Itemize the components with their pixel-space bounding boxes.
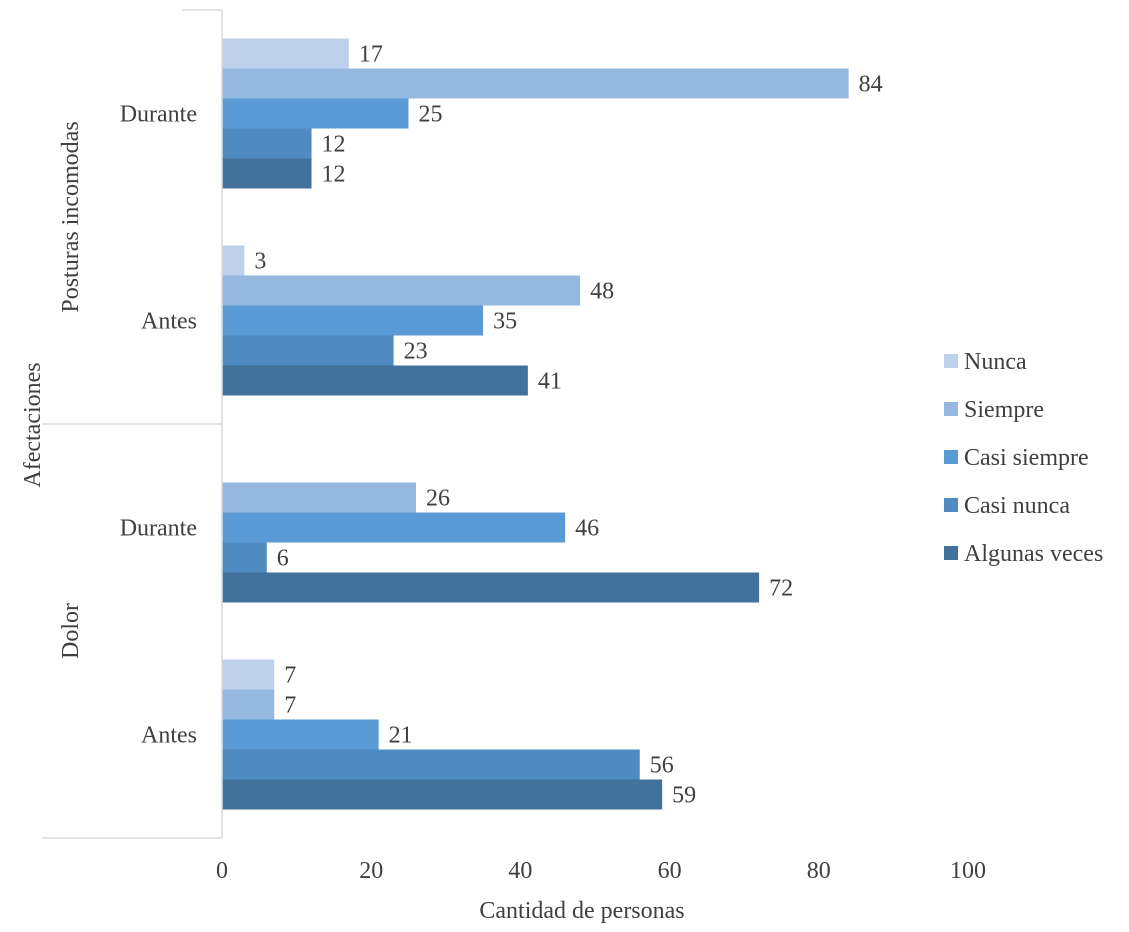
bar-0-1-2	[222, 305, 484, 336]
category-dividers	[42, 9, 222, 839]
group-label-1: Dolor	[58, 603, 84, 659]
value-label-1-1-1: 7	[284, 693, 296, 719]
category-labels: Durante Antes Durante Antes	[120, 102, 197, 749]
category-label-0-0: Durante	[120, 102, 197, 128]
group-label-0: Posturas incomodas	[58, 121, 84, 312]
x-tick-label-3: 60	[658, 858, 682, 884]
bar-1-0-2	[222, 512, 566, 543]
bar-0-0-1	[222, 68, 849, 99]
bar-0-0-0	[222, 38, 349, 69]
x-tick-label-1: 20	[359, 858, 383, 884]
category-label-1-0: Durante	[120, 516, 197, 542]
legend-label-0: Nunca	[964, 349, 1027, 375]
legend: Nunca Siempre Casi siempre Casi nunca Alguna…	[944, 349, 1103, 567]
legend-label-2: Casi siempre	[964, 445, 1089, 471]
bar-0-0-4	[222, 158, 312, 189]
legend-label-4: Algunas veces	[964, 541, 1103, 567]
bar-1-0-3	[222, 542, 267, 573]
y-axis-title: Afectaciones	[20, 362, 46, 487]
bar-1-1-2	[222, 719, 379, 750]
x-tick-label-4: 80	[807, 858, 831, 884]
legend-swatch-1	[944, 402, 958, 416]
value-label-1-0-4: 72	[769, 576, 793, 602]
value-label-0-1-4: 41	[538, 369, 562, 395]
category-label-0-1: Antes	[141, 309, 197, 335]
legend-swatch-3	[944, 498, 958, 512]
bar-0-1-3	[222, 335, 394, 366]
value-label-1-0-3: 6	[277, 546, 289, 572]
bar-1-1-0	[222, 659, 275, 690]
bar-1-1-1	[222, 689, 275, 720]
value-label-1-0-2: 46	[575, 516, 599, 542]
x-axis-title: Cantidad de personas	[479, 898, 684, 924]
bar-1-0-4	[222, 572, 760, 603]
legend-swatch-4	[944, 546, 958, 560]
value-labels: 17 84 25 12 12 3 48 35 23 41 26 46 6 72 7 7 21 56 59	[254, 42, 882, 809]
category-label-1-1: Antes	[141, 723, 197, 749]
legend-swatch-2	[944, 450, 958, 464]
value-label-0-0-0: 17	[359, 42, 383, 68]
value-label-1-1-4: 59	[672, 783, 696, 809]
value-label-0-0-3: 12	[322, 132, 346, 158]
x-tick-label-5: 100	[950, 858, 986, 884]
value-label-0-0-2: 25	[419, 102, 443, 128]
bar-1-1-4	[222, 779, 663, 810]
x-tick-label-2: 40	[508, 858, 532, 884]
legend-label-1: Siempre	[964, 397, 1044, 423]
group-labels: Posturas incomodas Dolor	[58, 121, 84, 659]
value-label-0-1-0: 3	[254, 249, 266, 275]
bar-1-0-1	[222, 482, 416, 513]
x-tick-label-0: 0	[216, 858, 228, 884]
value-label-1-1-0: 7	[284, 663, 296, 689]
legend-swatch-0	[944, 354, 958, 368]
legend-label-3: Casi nunca	[964, 493, 1070, 519]
x-tick-labels: 0 20 40 60 80 100	[216, 858, 986, 884]
value-label-0-1-3: 23	[404, 339, 428, 365]
value-label-1-0-1: 26	[426, 486, 450, 512]
value-label-0-0-1: 84	[859, 72, 883, 98]
bar-0-1-0	[222, 245, 245, 276]
bar-0-1-4	[222, 365, 528, 396]
bar-0-1-1	[222, 275, 581, 306]
bar-1-1-3	[222, 749, 640, 780]
value-label-1-1-3: 56	[650, 753, 674, 779]
value-label-0-0-4: 12	[322, 162, 346, 188]
bars	[222, 38, 849, 810]
value-label-0-1-2: 35	[493, 309, 517, 335]
value-label-0-1-1: 48	[590, 279, 614, 305]
value-label-1-1-2: 21	[389, 723, 413, 749]
bar-0-0-3	[222, 128, 312, 159]
bar-0-0-2	[222, 98, 409, 129]
